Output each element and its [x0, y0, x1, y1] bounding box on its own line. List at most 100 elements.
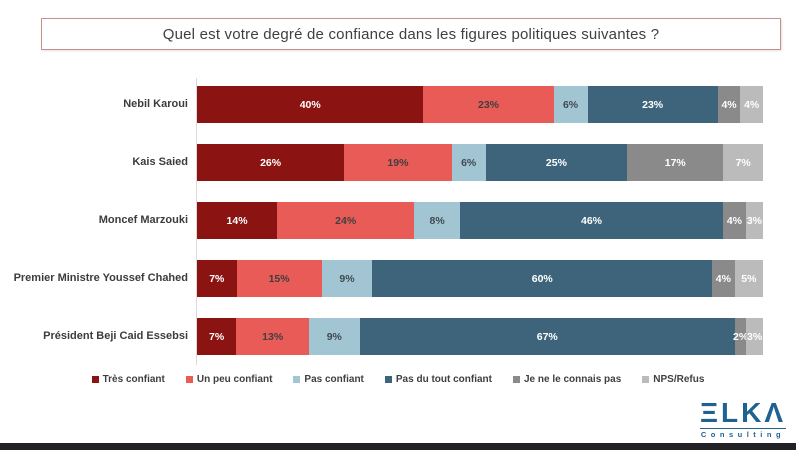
- bar-segment-nps-refus: 3%: [746, 318, 763, 355]
- bar-segment-tres-confiant: 26%: [197, 144, 345, 181]
- bar-segment-tres-confiant: 14%: [197, 202, 278, 239]
- bar-value-label: 5%: [741, 272, 757, 285]
- bar-value-label: 25%: [545, 156, 567, 169]
- stacked-bar: 40% 23% 6% 23% 4% 4%: [197, 86, 764, 123]
- bar-value-label: 9%: [339, 272, 355, 285]
- bar-segment-je-ne-le-connais-pas: 4%: [722, 202, 746, 239]
- bar-segment-un-peu-confiant: 24%: [277, 202, 415, 239]
- elka-logo-wordmark: ΞLKΛ: [699, 397, 786, 428]
- stacked-bar: 26% 19% 6% 25% 17% 7%: [197, 144, 763, 181]
- bar-segment-je-ne-le-connais-pas: 2%: [733, 318, 749, 355]
- bar-value-label: 13%: [262, 330, 284, 343]
- bar-segment-nps-refus: 4%: [740, 86, 764, 123]
- bar-segment-je-ne-le-connais-pas: 4%: [717, 86, 741, 123]
- bar-segment-tres-confiant: 7%: [197, 318, 237, 355]
- legend-swatch: [642, 376, 650, 383]
- category-label: Kais Saied: [132, 156, 188, 169]
- bar-row-nebil-karoui: Nebil Karoui 40% 23% 6% 23% 4% 4%: [0, 86, 796, 123]
- question-title-box: Quel est votre degré de confiance dans l…: [41, 18, 781, 50]
- bar-segment-un-peu-confiant: 15%: [236, 260, 322, 297]
- bar-segment-pas-du-tout-confiant: 46%: [460, 202, 723, 239]
- bar-segment-nps-refus: 3%: [745, 202, 764, 239]
- bar-value-label: 3%: [747, 330, 763, 343]
- bar-segment-nps-refus: 5%: [734, 260, 763, 297]
- bar-value-label: 17%: [664, 156, 686, 169]
- bar-value-label: 26%: [260, 156, 282, 169]
- legend-label: Je ne le connais pas: [524, 374, 622, 385]
- bar-value-label: 60%: [531, 272, 553, 285]
- bar-segment-je-ne-le-connais-pas: 4%: [712, 260, 735, 297]
- bar-segment-je-ne-le-connais-pas: 17%: [627, 144, 724, 181]
- legend-item-nps-refus: NPS/Refus: [642, 374, 704, 385]
- bar-segment-pas-confiant: 8%: [414, 202, 460, 239]
- legend-swatch: [384, 376, 392, 383]
- stacked-bar: 7% 15% 9% 60% 4% 5%: [197, 260, 763, 297]
- legend-item-pas-du-tout-confiant: Pas du tout confiant: [384, 374, 492, 385]
- bar-segment-pas-du-tout-confiant: 60%: [372, 260, 713, 297]
- bar-value-label: 4%: [715, 272, 731, 285]
- bar-value-label: 6%: [461, 156, 477, 169]
- category-label: Président Beji Caid Essebsi: [43, 330, 188, 343]
- bar-segment-pas-confiant: 6%: [553, 86, 588, 123]
- bar-value-label: 24%: [335, 214, 357, 227]
- category-label: Premier Ministre Youssef Chahed: [13, 272, 188, 285]
- bar-value-label: 6%: [562, 98, 579, 111]
- bar-segment-un-peu-confiant: 19%: [344, 144, 452, 181]
- bar-row-moncef-marzouki: Moncef Marzouki 14% 24% 8% 46% 4% 3%: [0, 202, 796, 239]
- legend-swatch: [91, 376, 99, 383]
- bar-row-kais-saied: Kais Saied 26% 19% 6% 25% 17% 7%: [0, 144, 796, 181]
- question-title: Quel est votre degré de confiance dans l…: [162, 25, 660, 43]
- category-label: Nebil Karoui: [123, 98, 188, 111]
- bar-value-label: 2%: [733, 330, 749, 343]
- bar-value-label: 4%: [744, 98, 760, 111]
- legend-item-tres-confiant: Très confiant: [91, 374, 165, 385]
- legend-item-pas-confiant: Pas confiant: [293, 374, 364, 385]
- bar-value-label: 7%: [209, 272, 225, 285]
- bar-value-label: 40%: [299, 98, 321, 111]
- bar-segment-pas-confiant: 9%: [309, 318, 360, 355]
- bar-value-label: 7%: [209, 330, 225, 343]
- bar-value-label: 23%: [642, 98, 664, 111]
- bar-segment-nps-refus: 7%: [723, 144, 763, 181]
- bar-value-label: 8%: [429, 214, 445, 227]
- bar-value-label: 46%: [580, 214, 602, 227]
- elka-logo: ΞLKΛ Consulting: [699, 397, 786, 439]
- category-axis-line: [196, 78, 197, 365]
- legend-swatch: [293, 376, 301, 383]
- bar-row-president-beji-caid-essebsi: Président Beji Caid Essebsi 7% 13% 9% 67% 2% 3…: [0, 318, 796, 355]
- bar-segment-un-peu-confiant: 23%: [423, 86, 554, 123]
- bar-value-label: 19%: [387, 156, 409, 169]
- category-label: Moncef Marzouki: [98, 214, 188, 227]
- legend-label: Très confiant: [102, 374, 165, 385]
- elka-logo-subtitle: Consulting: [699, 428, 786, 439]
- bar-value-label: 9%: [326, 330, 342, 343]
- legend-item-je-ne-le-connais-pas: Je ne le connais pas: [513, 374, 621, 385]
- bar-value-label: 23%: [477, 98, 499, 111]
- bar-value-label: 15%: [268, 272, 290, 285]
- bar-value-label: 67%: [536, 330, 558, 343]
- footer-accent-bar: [0, 443, 796, 450]
- bar-segment-pas-confiant: 6%: [451, 144, 486, 181]
- legend-swatch: [185, 376, 193, 383]
- legend-label: Un peu confiant: [196, 374, 273, 385]
- legend-label: Pas confiant: [304, 374, 364, 385]
- bar-value-label: 4%: [721, 98, 737, 111]
- bar-segment-pas-du-tout-confiant: 23%: [587, 86, 718, 123]
- bar-segment-pas-du-tout-confiant: 25%: [485, 144, 628, 181]
- stacked-bar-chart: Nebil Karoui 40% 23% 6% 23% 4% 4% Kais Saied 26%…: [0, 86, 796, 376]
- bar-value-label: 14%: [226, 214, 248, 227]
- legend-label: NPS/Refus: [653, 374, 705, 385]
- chart-legend: Très confiant Un peu confiant Pas confiant…: [0, 374, 796, 385]
- bar-value-label: 3%: [746, 214, 763, 227]
- bar-value-label: 4%: [726, 214, 743, 227]
- bar-segment-tres-confiant: 7%: [197, 260, 237, 297]
- bar-segment-pas-confiant: 9%: [321, 260, 373, 297]
- stacked-bar: 7% 13% 9% 67% 2% 3%: [197, 318, 763, 355]
- stacked-bar: 14% 24% 8% 46% 4% 3%: [197, 202, 764, 239]
- legend-item-un-peu-confiant: Un peu confiant: [185, 374, 273, 385]
- legend-label: Pas du tout confiant: [395, 374, 492, 385]
- bar-segment-tres-confiant: 40%: [197, 86, 424, 123]
- bar-row-premier-ministre-youssef-chahed: Premier Ministre Youssef Chahed 7% 15% 9% 60…: [0, 260, 796, 297]
- bar-segment-un-peu-confiant: 13%: [236, 318, 310, 355]
